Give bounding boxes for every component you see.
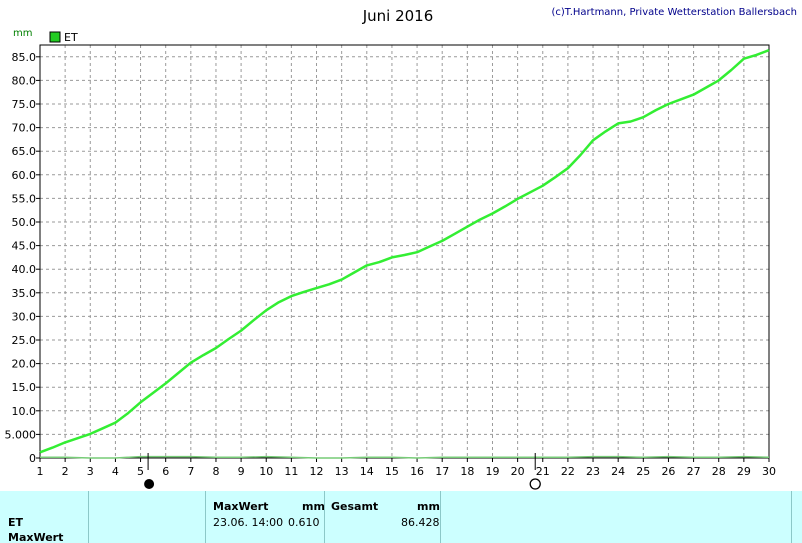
summary-row-label: MaxWert xyxy=(8,531,64,543)
y-tick-label: 35.0 xyxy=(12,287,37,300)
y-tick-label: 75.0 xyxy=(12,98,37,111)
chart-title: Juni 2016 xyxy=(362,7,434,25)
max-header: MaxWert xyxy=(213,500,269,513)
summary-spacer-column xyxy=(440,491,792,543)
moon-phase-markers xyxy=(144,453,541,490)
x-tick-label: 16 xyxy=(410,465,424,478)
x-tick-label: 29 xyxy=(737,465,751,478)
x-tick-label: 17 xyxy=(435,465,449,478)
full-moon-icon xyxy=(529,478,541,490)
max-value: 0.610 xyxy=(288,516,320,529)
y-tick-label: 15.0 xyxy=(12,381,37,394)
y-axis-unit: mm xyxy=(13,28,32,39)
y-tick-label: 70.0 xyxy=(12,122,37,135)
x-tick-label: 27 xyxy=(687,465,701,478)
legend-label: ET xyxy=(64,31,78,44)
x-tick-label: 6 xyxy=(162,465,169,478)
x-tick-label: 11 xyxy=(284,465,298,478)
x-tick-label: 30 xyxy=(762,465,776,478)
x-tick-label: 22 xyxy=(561,465,575,478)
x-tick-label: 20 xyxy=(511,465,525,478)
max-datetime: 23.06. 14:00 xyxy=(213,516,284,529)
series-layer xyxy=(39,49,770,459)
x-tick-label: 5 xyxy=(137,465,144,478)
y-tick-label: 45.0 xyxy=(12,240,37,253)
x-tick-label: 14 xyxy=(360,465,374,478)
y-tick-label: 20.0 xyxy=(12,358,37,371)
summary-empty-column xyxy=(88,491,206,543)
total-unit: mm xyxy=(417,500,440,513)
max-unit: mm xyxy=(302,500,325,513)
summary-label-column: ET MaxWert xyxy=(0,491,88,543)
total-header: Gesamt xyxy=(331,500,379,513)
legend-swatch xyxy=(49,31,61,43)
x-tick-label: 24 xyxy=(611,465,625,478)
x-tick-label: 3 xyxy=(87,465,94,478)
y-tick-label: 25.0 xyxy=(12,334,37,347)
x-tick-label: 13 xyxy=(335,465,349,478)
summary-panel: ET MaxWert MaxWert mm 23.06. 14:00 0.610… xyxy=(0,491,802,543)
y-tick-label: 5.000 xyxy=(5,428,37,441)
x-tick-label: 4 xyxy=(112,465,119,478)
total-value: 86.428 xyxy=(401,516,440,529)
y-tick-label: 50.0 xyxy=(12,216,37,229)
x-tick-label: 26 xyxy=(661,465,675,478)
x-tick-label: 28 xyxy=(712,465,726,478)
copyright-text: (c)T.Hartmann, Private Wetterstation Bal… xyxy=(551,7,797,18)
x-tick-label: 2 xyxy=(62,465,69,478)
y-tick-label: 65.0 xyxy=(12,145,37,158)
x-tick-label: 23 xyxy=(586,465,600,478)
chart-canvas: Juni 2016 (c)T.Hartmann, Private Wetters… xyxy=(5,7,797,490)
y-axis: 0 5.000 10.0 15.0 20.0 25.0 30.0 35.0 40.0 45.0 50… xyxy=(5,51,40,465)
x-tick-label: 12 xyxy=(310,465,324,478)
x-tick-label: 9 xyxy=(238,465,245,478)
y-tick-label: 0 xyxy=(29,452,36,465)
x-tick-label: 25 xyxy=(636,465,650,478)
x-tick-label: 7 xyxy=(187,465,194,478)
y-tick-label: 55.0 xyxy=(12,192,37,205)
y-tick-label: 40.0 xyxy=(12,263,37,276)
y-tick-label: 30.0 xyxy=(12,310,37,323)
x-tick-label: 1 xyxy=(37,465,44,478)
x-tick-label: 21 xyxy=(536,465,550,478)
x-axis: 1 2 3 4 5 6 7 8 9 10 11 12 13 14 15 16 17 18 19 20 21 22 23 24 2… xyxy=(37,458,776,478)
x-tick-label: 8 xyxy=(212,465,219,478)
new-moon-icon xyxy=(144,479,155,489)
x-tick-label: 18 xyxy=(460,465,474,478)
series-line-et xyxy=(39,49,770,454)
y-tick-label: 80.0 xyxy=(12,74,37,87)
summary-series-name: ET xyxy=(8,516,24,529)
summary-total-column: Gesamt mm 86.428 xyxy=(324,491,441,543)
x-tick-label: 15 xyxy=(385,465,399,478)
y-tick-label: 85.0 xyxy=(12,51,37,64)
grid-lines xyxy=(40,45,769,458)
x-tick-label: 19 xyxy=(485,465,499,478)
y-tick-label: 10.0 xyxy=(12,405,37,418)
series-line-hourly xyxy=(40,455,770,459)
x-tick-label: 10 xyxy=(259,465,273,478)
y-tick-label: 60.0 xyxy=(12,169,37,182)
summary-edge-column xyxy=(791,491,802,543)
summary-max-column: MaxWert mm 23.06. 14:00 0.610 xyxy=(205,491,325,543)
